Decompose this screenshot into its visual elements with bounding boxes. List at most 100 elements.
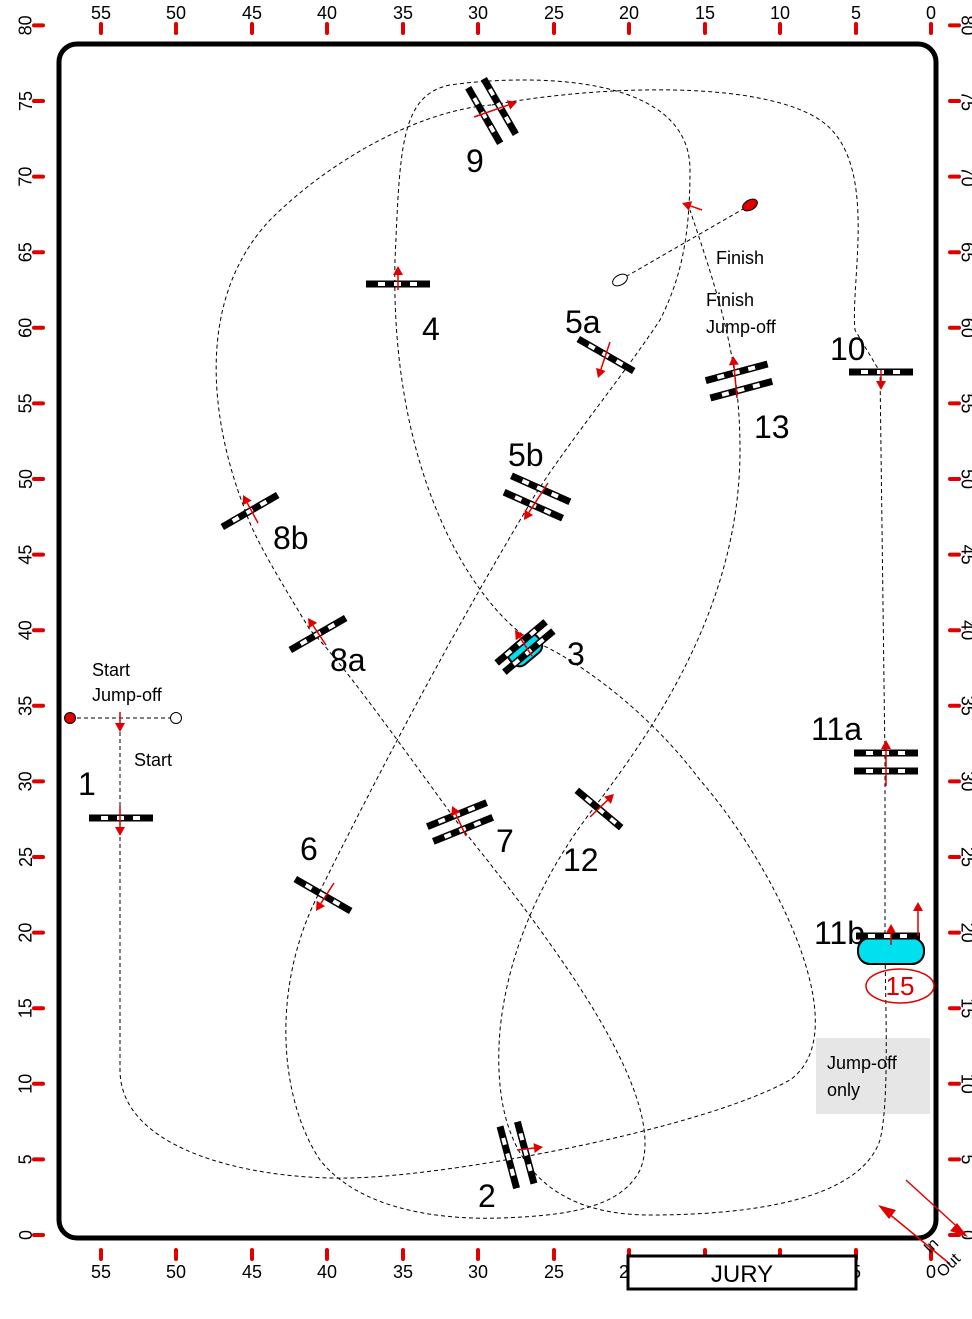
fence-number-8a: 8a [330, 642, 366, 678]
direction-arrow [515, 630, 533, 657]
y-tick-label-left: 40 [16, 620, 36, 640]
fence-rail-stripe [893, 370, 900, 374]
fence-rail-stripe [518, 1132, 525, 1141]
fence-rail-stripe [501, 1137, 507, 1146]
axes: 5555505045454040353530302525202015151010… [16, 3, 972, 1282]
fences [89, 77, 920, 1190]
x-tick-label-bottom: 0 [926, 1262, 936, 1282]
fence-number-1: 1 [78, 766, 96, 802]
finish-flag-red [742, 198, 758, 212]
y-tick-label-left: 80 [16, 15, 36, 35]
fence-5b [502, 472, 572, 522]
fence-rail-stripe [550, 491, 559, 499]
fence-rail-stripe [467, 805, 476, 812]
y-tick-label-right: 60 [957, 318, 972, 338]
fence-rail-stripe [472, 97, 480, 106]
fence-rail-stripe [861, 370, 868, 374]
fence-2 [496, 1120, 538, 1190]
out-arrow-head [950, 1223, 968, 1237]
y-tick-label-left: 0 [16, 1230, 36, 1240]
x-tick-label-bottom: 25 [544, 1262, 564, 1282]
route-path-2 [491, 89, 887, 1216]
direction-arrow [115, 712, 125, 732]
fence-rail-stripe [868, 934, 875, 938]
fence-number-5b: 5b [508, 437, 544, 473]
y-tick-label-left: 25 [16, 847, 36, 867]
finish-label: Finish [716, 248, 764, 268]
fence-rail-stripe [231, 515, 240, 523]
fence-rail-stripe [437, 817, 446, 824]
fence-rail-stripe [526, 1163, 533, 1172]
y-tick-label-left: 70 [16, 167, 36, 187]
direction-arrow [242, 495, 259, 524]
fence-rail-stripe [587, 343, 596, 351]
x-tick-label-top: 25 [544, 3, 564, 23]
fence-rail-stripe [101, 816, 108, 820]
y-tick-label-left: 15 [16, 998, 36, 1018]
out-arrow-line [905, 1179, 965, 1234]
route-path-1 [119, 79, 816, 1219]
direction-arrow [596, 341, 611, 378]
x-tick-label-top: 10 [770, 3, 790, 23]
direction-arrow [589, 794, 614, 818]
fence-rail-stripe [488, 88, 496, 97]
fence-number-11b: 11b [814, 915, 865, 951]
fence-rail-stripe [716, 373, 725, 380]
fence-rail-stripe [488, 124, 496, 133]
fence-11b [856, 932, 920, 940]
direction-arrows [115, 100, 923, 1153]
fence-rail-stripe [505, 1152, 512, 1161]
x-tick-label-top: 15 [695, 3, 715, 23]
x-tick-label-bottom: 50 [166, 1262, 186, 1282]
y-tick-label-left: 75 [16, 91, 36, 111]
direction-arrow [516, 1143, 543, 1153]
fence-rail-stripe [378, 282, 385, 286]
jumpoff-only-label-1: Jump-off [827, 1053, 898, 1073]
fence-number-2: 2 [478, 1178, 496, 1214]
fence-rail-stripe [522, 1148, 529, 1157]
direction-arrow [473, 100, 517, 118]
fence-rail-stripe [509, 1168, 516, 1177]
in-out-gate: In Out [878, 1179, 968, 1281]
y-tick-label-left: 5 [16, 1154, 36, 1164]
y-tick-label-left: 10 [16, 1074, 36, 1094]
x-tick-label-bottom: 55 [91, 1262, 111, 1282]
fence-rail-stripe [514, 495, 523, 502]
y-tick-label-left: 50 [16, 469, 36, 489]
direction-arrow [682, 201, 703, 211]
x-tick-label-top: 40 [317, 3, 337, 23]
y-tick-label-right: 65 [957, 242, 972, 262]
x-tick-label-top: 0 [926, 3, 936, 23]
fence-rail-stripe [898, 751, 905, 755]
start-jumpoff-label-2: Jump-off [92, 685, 163, 705]
direction-arrow [451, 806, 467, 837]
y-tick-label-right: 15 [957, 998, 972, 1018]
x-tick-label-bottom: 45 [242, 1262, 262, 1282]
fence-rail-stripe [543, 508, 552, 515]
route-lines [70, 79, 887, 1219]
start-jumpoff-flag-red [64, 712, 76, 724]
y-tick-label-right: 55 [957, 393, 972, 413]
fence-rail-stripe [504, 115, 512, 124]
x-tick-label-top: 45 [242, 3, 262, 23]
fence-rail-stripe [133, 816, 140, 820]
y-tick-label-right: 80 [957, 15, 972, 35]
y-tick-label-right: 35 [957, 696, 972, 716]
fence-number-11a: 11a [811, 711, 862, 747]
finish-jumpoff-label-1: Finish [706, 290, 754, 310]
x-tick-label-bottom: 30 [468, 1262, 488, 1282]
direction-arrow [316, 882, 335, 911]
jumpoff-only-panel [816, 1038, 930, 1114]
fence-rail-stripe [327, 622, 336, 630]
fence-rail-stripe [299, 638, 308, 646]
start-label: Start [134, 750, 172, 770]
jumpoff-only-label-2: only [827, 1080, 860, 1100]
fence-rail-stripe [313, 630, 322, 638]
fence-rail-stripe [529, 628, 537, 637]
fence-1 [89, 814, 153, 822]
fence-rail-stripe [480, 111, 488, 120]
y-tick-label-left: 45 [16, 545, 36, 565]
arena-border [56, 41, 939, 1241]
fence-labels: 1 2 3 4 5a 5b 6 7 8a 8b 9 10 11a 11b 12 … [78, 143, 866, 1214]
